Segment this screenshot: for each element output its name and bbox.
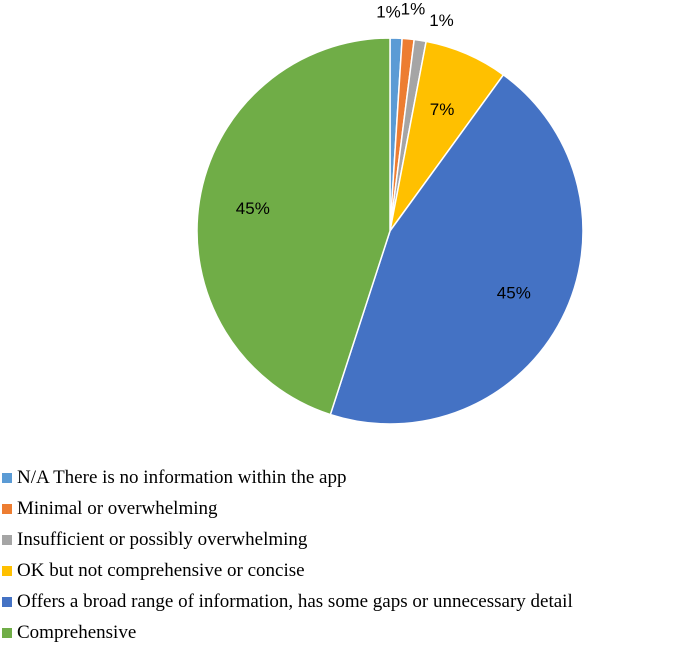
legend-swatch	[2, 503, 12, 514]
legend-swatch	[2, 627, 12, 638]
legend-swatch	[2, 596, 12, 607]
data-label-minimal: 1%	[401, 0, 426, 18]
legend-item-na: N/A There is no information within the a…	[2, 462, 573, 493]
legend-label: Comprehensive	[17, 621, 137, 643]
legend-item-ok: OK but not comprehensive or concise	[2, 555, 573, 586]
legend: N/A There is no information within the a…	[2, 462, 573, 648]
data-label-broad-range: 45%	[497, 284, 531, 303]
legend-item-insufficient: Insufficient or possibly overwhelming	[2, 524, 573, 555]
data-label-insufficient: 1%	[429, 11, 454, 30]
legend-label: Offers a broad range of information, has…	[17, 590, 573, 612]
legend-label: Insufficient or possibly overwhelming	[17, 528, 308, 550]
data-label-na: 1%	[376, 3, 401, 22]
pie-slice-broad-range	[329, 73, 584, 425]
pie-chart: 1% 1%1%7%45%45%	[196, 0, 584, 425]
pie-slice-comprehensive	[196, 37, 391, 416]
legend-label: OK but not comprehensive or concise	[17, 559, 305, 581]
legend-item-minimal: Minimal or overwhelming	[2, 493, 573, 524]
data-label-ok: 7%	[430, 100, 455, 119]
legend-swatch	[2, 534, 12, 545]
legend-swatch	[2, 565, 12, 576]
legend-item-broad-range: Offers a broad range of information, has…	[2, 586, 573, 617]
legend-item-comprehensive: Comprehensive	[2, 617, 573, 648]
data-label-comprehensive: 45%	[236, 199, 270, 218]
legend-label: Minimal or overwhelming	[17, 497, 218, 519]
legend-swatch	[2, 472, 12, 483]
legend-label: N/A There is no information within the a…	[17, 466, 347, 488]
